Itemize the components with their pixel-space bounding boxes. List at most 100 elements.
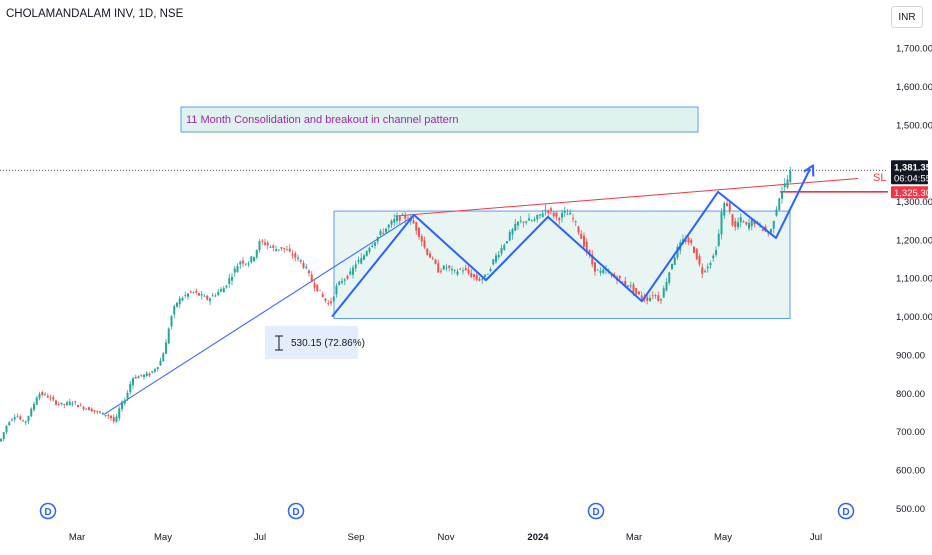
resistance-line[interactable]	[394, 177, 859, 217]
dividend-marker-label: D	[44, 507, 51, 518]
candle-body	[167, 328, 170, 344]
candle	[717, 229, 720, 248]
candle	[434, 258, 437, 265]
sl-price-label: 1,325.30	[894, 188, 931, 199]
candle	[624, 276, 627, 287]
candle	[222, 286, 225, 293]
candle	[379, 229, 382, 238]
candle	[396, 212, 398, 225]
dividend-marker[interactable]: D	[287, 502, 305, 520]
candle-body	[365, 251, 368, 256]
candle	[514, 219, 517, 232]
candle	[723, 201, 726, 219]
candle-body	[775, 209, 778, 216]
dividend-marker[interactable]: D	[587, 502, 605, 520]
x-tick-label: Jul	[254, 532, 266, 543]
candle	[110, 415, 112, 421]
candle-body	[294, 253, 297, 258]
candle	[517, 221, 519, 230]
measure-label[interactable]: 530.15 (72.86%)	[265, 326, 365, 359]
candle	[288, 244, 291, 253]
candle-body	[283, 247, 286, 249]
dividend-marker-circle[interactable]	[39, 502, 57, 520]
candle-body	[354, 264, 357, 269]
candle	[429, 250, 431, 258]
dividend-marker-circle[interactable]	[287, 502, 305, 520]
candle	[308, 269, 310, 277]
candle-body	[129, 383, 132, 393]
candle-body	[462, 270, 464, 272]
candle	[192, 291, 195, 294]
candle-body	[621, 281, 624, 283]
candle	[451, 265, 453, 275]
candle-body	[525, 221, 528, 223]
candle	[184, 291, 187, 299]
annotation-callout[interactable]: 11 Month Consolidation and breakout in c…	[180, 106, 699, 133]
candle	[101, 412, 104, 415]
candle	[30, 407, 33, 418]
candle-body	[618, 275, 621, 279]
candle-body	[341, 281, 343, 283]
candle-body	[536, 215, 539, 220]
candle	[415, 221, 418, 235]
candle-body	[407, 219, 409, 221]
candle-body	[731, 214, 734, 226]
candle	[178, 295, 181, 309]
candle-body	[404, 215, 407, 219]
dividend-marker-circle[interactable]	[587, 502, 605, 520]
candle	[327, 299, 330, 307]
dividend-marker-circle[interactable]	[837, 502, 855, 520]
y-tick-label: 1,700.00	[896, 44, 932, 55]
candle	[437, 259, 440, 273]
candle	[701, 263, 704, 279]
currency-selector[interactable]: INR	[891, 6, 923, 28]
candle-body	[24, 421, 27, 423]
candle	[52, 394, 55, 402]
candle-body	[316, 284, 319, 292]
x-tick-label: Nov	[438, 532, 455, 543]
candle	[761, 229, 764, 231]
candle-body	[332, 296, 335, 302]
candle-body	[445, 267, 448, 269]
dividend-marker[interactable]: D	[39, 502, 57, 520]
candle	[330, 297, 332, 306]
candle	[445, 263, 448, 272]
candle-body	[313, 283, 316, 288]
candle	[374, 241, 376, 249]
candle-body	[761, 229, 764, 231]
candle	[88, 406, 90, 411]
candle	[583, 232, 585, 248]
y-tick-label: 1,300.00	[896, 197, 932, 208]
candle-body	[13, 417, 16, 420]
candle-body	[211, 295, 214, 297]
chart-title: CHOLAMANDALAM INV, 1D, NSE	[6, 8, 184, 20]
candle	[368, 246, 371, 255]
candle-body	[60, 402, 63, 405]
dividend-marker[interactable]: D	[837, 502, 855, 520]
candle-body	[423, 240, 426, 248]
candle-body	[286, 249, 288, 251]
candle	[154, 367, 156, 374]
candle-body	[30, 408, 33, 417]
candle-body	[594, 262, 596, 272]
candle	[115, 414, 118, 423]
channel-pattern-line[interactable]	[331, 168, 811, 318]
candle-body	[82, 406, 85, 410]
candle-body	[770, 229, 772, 233]
candle-body	[420, 236, 423, 242]
candle	[665, 278, 668, 292]
annotation-box[interactable]	[180, 106, 699, 133]
candle	[376, 236, 379, 245]
candle-body	[431, 257, 434, 259]
candle-body	[96, 411, 99, 413]
candle	[726, 199, 728, 207]
candle	[506, 240, 508, 245]
trend-line[interactable]	[103, 215, 415, 415]
candle-body	[390, 220, 393, 225]
x-tick-label: Mar	[626, 532, 642, 543]
breakout-arrow[interactable]	[803, 164, 815, 177]
candle	[728, 202, 731, 215]
candle	[68, 398, 71, 406]
